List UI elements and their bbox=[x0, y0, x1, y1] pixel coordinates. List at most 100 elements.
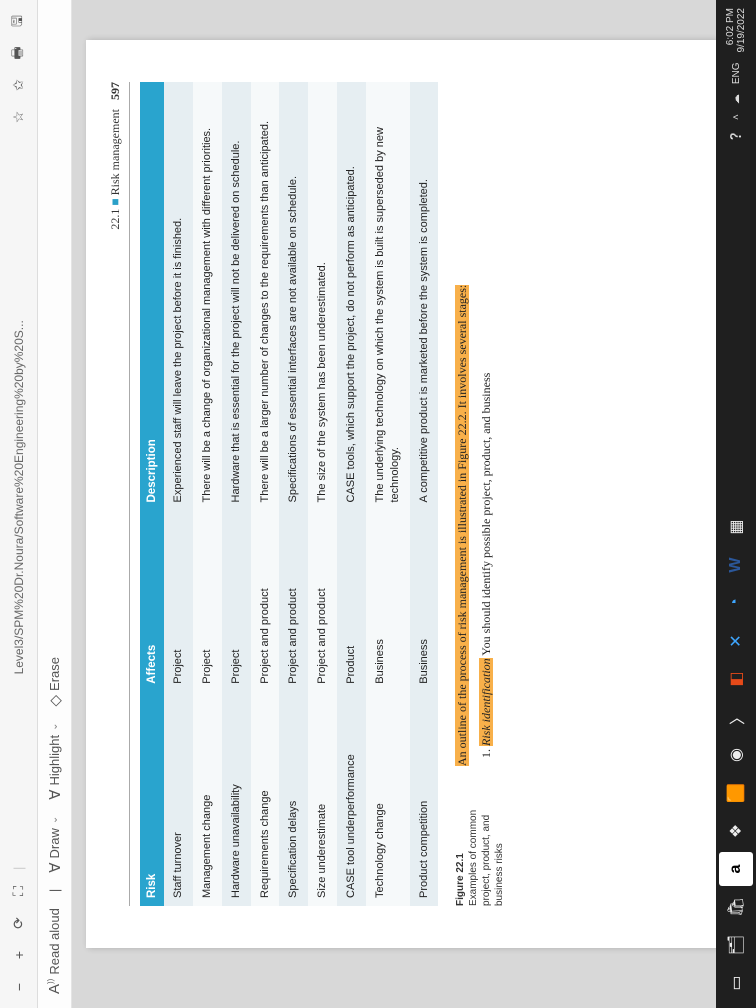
table-cell: Specifications of essential interfaces a… bbox=[279, 82, 308, 511]
zoom-in-icon[interactable]: + bbox=[8, 944, 30, 966]
table-row: Product competitionBusinessA competitive… bbox=[410, 82, 439, 906]
table-header: Affects bbox=[140, 511, 164, 692]
table-cell: The size of the system has been underest… bbox=[308, 82, 337, 511]
favorite-icon[interactable]: ☆ bbox=[8, 106, 30, 128]
header-rule bbox=[129, 82, 130, 906]
vscode-icon[interactable]: ✕ bbox=[719, 624, 753, 658]
highlight-icon: ∀ bbox=[46, 790, 64, 800]
tray-chevron-icon[interactable]: ˄ bbox=[731, 114, 742, 120]
add-favorite-icon[interactable]: ✩ bbox=[8, 74, 30, 96]
edge-icon[interactable]: ◔ bbox=[719, 586, 753, 620]
highlight-label: Highlight bbox=[47, 735, 62, 786]
body-text: An outline of the process of risk manage… bbox=[454, 82, 495, 766]
erase-icon: ◇ bbox=[46, 695, 64, 707]
table-cell: Requirements change bbox=[251, 692, 280, 906]
highlight-button[interactable]: ∀ Highlight ⌄ bbox=[46, 723, 64, 800]
table-row: Staff turnoverProjectExperienced staff w… bbox=[164, 82, 193, 906]
section-marker: ■ bbox=[108, 198, 122, 205]
app-icon[interactable]: ▦ bbox=[719, 510, 753, 544]
clock-time: 6:02 PM bbox=[725, 8, 736, 53]
read-aloud-icon: A)) bbox=[46, 979, 63, 994]
table-cell: Staff turnover bbox=[164, 692, 193, 906]
word-icon[interactable]: W bbox=[719, 548, 753, 582]
page-number: 597 bbox=[108, 82, 122, 100]
tab-title: Level3/SPM%20Dr.Noura/Software%20Enginee… bbox=[12, 138, 26, 857]
list-item: Risk identification You should identify … bbox=[478, 82, 495, 746]
chevron-down-icon: ⌄ bbox=[49, 816, 60, 824]
section-number: 22.1 bbox=[108, 209, 122, 230]
table-header: Risk bbox=[140, 692, 164, 906]
table-cell: Technology change bbox=[366, 692, 410, 906]
table-cell: Project bbox=[222, 511, 251, 692]
chevron-down-icon: ⌄ bbox=[49, 723, 60, 731]
table-cell: Project and product bbox=[308, 511, 337, 692]
table-cell: Management change bbox=[193, 692, 222, 906]
table-cell: A competitive product is marketed before… bbox=[410, 82, 439, 511]
amazon-icon[interactable]: a bbox=[719, 852, 753, 886]
table-cell: Size underestimate bbox=[308, 692, 337, 906]
clock[interactable]: 6:02 PM 9/19/2022 bbox=[725, 8, 747, 53]
table-row: CASE tool underperformanceProductCASE to… bbox=[337, 82, 366, 906]
file-explorer-icon[interactable]: 🗂 bbox=[719, 928, 753, 962]
task-view-icon[interactable]: ▭ bbox=[719, 966, 753, 1000]
language-indicator[interactable]: ENG bbox=[731, 63, 742, 85]
table-cell: Experienced staff will leave the project… bbox=[164, 82, 193, 511]
table-cell: The underlying technology on which the s… bbox=[366, 82, 410, 511]
rotate-icon[interactable]: ⟳ bbox=[8, 912, 30, 934]
zoom-out-icon[interactable]: − bbox=[8, 976, 30, 998]
powershell-icon[interactable]: 〉 bbox=[719, 700, 753, 734]
table-cell: Product competition bbox=[410, 692, 439, 906]
running-head: 22.1 ■ Risk management 597 bbox=[108, 82, 123, 906]
table-row: Requirements changeProject and productTh… bbox=[251, 82, 280, 906]
photoshop-icon[interactable]: 🟧 bbox=[719, 776, 753, 810]
table-cell: Project bbox=[193, 511, 222, 692]
table-cell: Project bbox=[164, 511, 193, 692]
table-cell: Hardware that is essential for the proje… bbox=[222, 82, 251, 511]
table-row: Management changeProjectThere will be a … bbox=[193, 82, 222, 906]
section-title: Risk management bbox=[108, 109, 122, 195]
clock-date: 9/19/2022 bbox=[736, 8, 747, 53]
table-cell: Business bbox=[366, 511, 410, 692]
windows-taskbar: ▭ 🗂 🛍 a ❖ 🟧 ◉ 〉 ◧ ✕ ◔ W ▦ ❔ ˄ ☁ ENG 6:02… bbox=[716, 0, 756, 1008]
table-cell: Project and product bbox=[251, 511, 280, 692]
table-row: Size underestimateProject and productThe… bbox=[308, 82, 337, 906]
table-cell: There will be a change of organizational… bbox=[193, 82, 222, 511]
table-cell: Hardware unavailability bbox=[222, 692, 251, 906]
print-icon[interactable]: 🖶 bbox=[8, 42, 30, 64]
table-cell: Project and product bbox=[279, 511, 308, 692]
draw-label: Draw bbox=[47, 828, 62, 858]
dropbox-icon[interactable]: ❖ bbox=[719, 814, 753, 848]
table-cell: CASE tool underperformance bbox=[337, 692, 366, 906]
help-icon[interactable]: ❔ bbox=[731, 130, 742, 142]
chrome-icon[interactable]: ◉ bbox=[719, 738, 753, 772]
read-aloud-button[interactable]: A)) Read aloud bbox=[46, 908, 63, 994]
system-tray[interactable]: ❔ ˄ ☁ ENG 6:02 PM 9/19/2022 bbox=[725, 8, 747, 142]
risk-table: RiskAffectsDescription Staff turnoverPro… bbox=[140, 82, 438, 906]
table-cell: Business bbox=[410, 511, 439, 692]
erase-button[interactable]: ◇ Erase bbox=[46, 657, 64, 707]
figure-caption-text: Examples of common project, product, and… bbox=[468, 810, 505, 906]
table-cell: There will be a larger number of changes… bbox=[251, 82, 280, 511]
browser-toolbar: − + ⟳ ⛶ | Level3/SPM%20Dr.Noura/Software… bbox=[0, 0, 38, 1008]
draw-button[interactable]: ∀ Draw ⌄ bbox=[46, 816, 64, 873]
table-row: Hardware unavailabilityProjectHardware t… bbox=[222, 82, 251, 906]
table-cell: Product bbox=[337, 511, 366, 692]
onedrive-icon[interactable]: ☁ bbox=[731, 94, 742, 104]
list-item-rest: You should identify possible project, pr… bbox=[479, 373, 493, 659]
highlighted-sentence: An outline of the process of risk manage… bbox=[455, 285, 469, 766]
figure-caption: Figure 22.1 Examples of common project, … bbox=[454, 786, 506, 906]
table-row: Technology changeBusinessThe underlying … bbox=[366, 82, 410, 906]
draw-icon: ∀ bbox=[46, 863, 64, 873]
store-icon[interactable]: 🛍 bbox=[719, 890, 753, 924]
save-icon[interactable]: 🖫 bbox=[8, 10, 30, 32]
pdf-page: 22.1 ■ Risk management 597 RiskAffectsDe… bbox=[86, 40, 716, 948]
pdf-toolbar: A)) Read aloud | ∀ Draw ⌄ ∀ Highlight ⌄ … bbox=[38, 0, 72, 1008]
table-row: Specification delaysProject and productS… bbox=[279, 82, 308, 906]
read-aloud-label: Read aloud bbox=[47, 908, 62, 975]
table-cell: CASE tools, which support the project, d… bbox=[337, 82, 366, 511]
fit-page-icon[interactable]: ⛶ bbox=[8, 880, 30, 902]
table-cell: Specification delays bbox=[279, 692, 308, 906]
page-viewport: 22.1 ■ Risk management 597 RiskAffectsDe… bbox=[72, 0, 716, 1008]
list-item-term: Risk identification bbox=[479, 658, 493, 746]
office-icon[interactable]: ◧ bbox=[719, 662, 753, 696]
